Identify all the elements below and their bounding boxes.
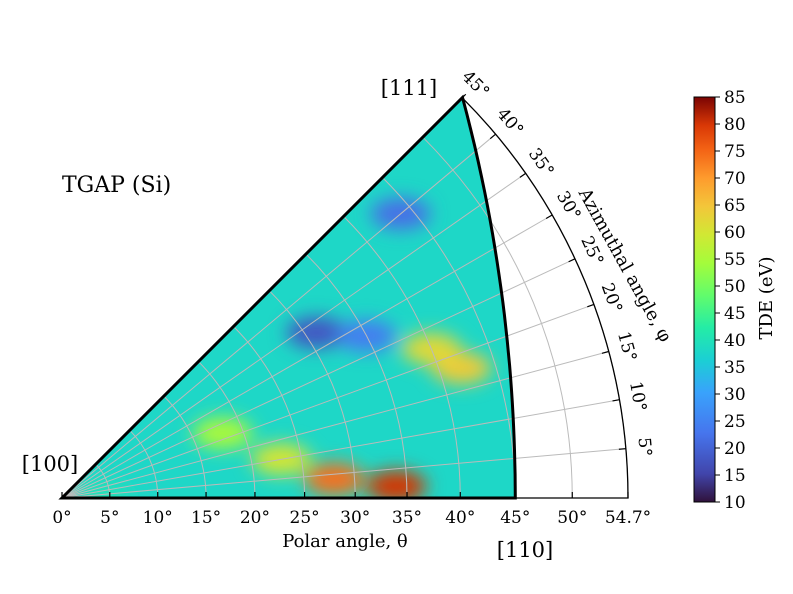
theta-gridline [422, 136, 573, 499]
phi-tick [612, 399, 620, 402]
heatmap-hotspot [286, 316, 347, 349]
colorbar-tick-label: 50 [724, 277, 746, 297]
phi-tick [489, 133, 496, 140]
chart-title: TGAP (Si) [62, 173, 171, 198]
colorbar-ticks: 10 15 20 25 30 35 40 45 50 55 60 65 70 75 80 85 [715, 88, 746, 513]
phi-tick-label: 40° [492, 104, 527, 140]
phi-tick [618, 448, 626, 450]
direction-label-110: [110] [497, 538, 553, 562]
edge-tick [305, 250, 310, 255]
colorbar-tick-label: 75 [724, 142, 746, 162]
phi-tick-label: 35° [524, 145, 558, 181]
theta-gridline [343, 216, 461, 499]
colorbar-tick-label: 85 [724, 88, 746, 108]
phi-gridline [61, 133, 496, 499]
theta-tick-label: 40° [445, 508, 475, 528]
phi-tick-label: 5° [633, 437, 655, 458]
colorbar-tick-label: 70 [724, 169, 746, 189]
edge-tick [233, 322, 238, 327]
phi-tick-label: 10° [625, 380, 650, 413]
phi-gridline [61, 351, 609, 499]
theta-tick-labels: 0° 5° 10° 15° 20° 25° 30° 35° 40° 45° 50° 54.7° [52, 508, 651, 528]
edge-tick [268, 286, 274, 292]
direction-label-100: [100] [22, 452, 78, 476]
direction-label-111: [111] [381, 76, 437, 100]
colorbar-label: TDE (eV) [756, 257, 777, 340]
theta-tick-label: 35° [392, 508, 422, 528]
heatmap-hotspot [304, 463, 365, 495]
theta-tick-label: 0° [52, 508, 71, 528]
theta-tick-label: 45° [500, 508, 530, 528]
theta-tick-label: 25° [290, 508, 320, 528]
phi-gridline [61, 448, 626, 499]
colorbar-gradient [693, 96, 716, 503]
theta-tick-label: 30° [340, 508, 370, 528]
colorbar-tick-label: 15 [724, 466, 746, 486]
theta-gridline [268, 290, 356, 499]
heatmap-background [62, 97, 516, 498]
colorbar-tick-label: 80 [724, 115, 746, 135]
phi-tick [519, 172, 526, 178]
sector-outline [58, 94, 629, 500]
phi-gridline [61, 399, 620, 499]
phi-gridline [61, 258, 576, 499]
heatmap-hotspot [366, 470, 427, 498]
sector-frame [60, 96, 629, 499]
theta-tick-label: 15° [191, 508, 221, 528]
edge-tick [461, 93, 467, 99]
edge-tick [382, 173, 387, 178]
theta-tick-label: 54.7° [605, 508, 651, 528]
colorbar-tick-label: 65 [724, 196, 746, 216]
theta-gridline [305, 253, 408, 499]
theta-tick-label: 10° [143, 508, 173, 528]
phi-tick-label: 20° [597, 281, 626, 316]
axis-ticks [61, 93, 629, 499]
phi-gridline [61, 214, 553, 499]
phi-tick [545, 214, 553, 220]
colorbar-tick-label: 45 [724, 304, 746, 324]
edge-tick [422, 133, 427, 138]
theta-gridline [233, 326, 306, 499]
theta-gridline [198, 361, 256, 499]
edge-tick [198, 357, 203, 362]
colorbar-tick-label: 10 [724, 493, 746, 513]
theta-tick-label: 20° [240, 508, 270, 528]
phi-tick [601, 350, 609, 354]
phi-tick [587, 303, 595, 308]
phi-tick [568, 258, 576, 263]
edge-tick [95, 460, 100, 465]
x-axis-label: Polar angle, θ [282, 531, 408, 552]
edge-tick [129, 426, 134, 431]
heatmap-hotspot [192, 417, 253, 450]
edge-tick [163, 392, 168, 397]
theta-tick-label: 5° [100, 508, 119, 528]
edge-tick [61, 494, 66, 499]
phi-gridline [61, 303, 595, 499]
colorbar-tick-label: 60 [724, 223, 746, 243]
phi-gridline [61, 172, 526, 499]
theta-tick-label: 50° [557, 508, 587, 528]
theta-gridline [382, 177, 516, 499]
colorbar-tick-label: 40 [724, 331, 746, 351]
stereographic-triangle [58, 94, 517, 500]
colorbar: 10 15 20 25 30 35 40 45 50 55 60 65 70 75 80 85 TDE (eV… [693, 88, 777, 513]
colorbar-tick-label: 35 [724, 358, 746, 378]
colorbar-tick-label: 25 [724, 412, 746, 432]
colorbar-tick-label: 55 [724, 250, 746, 270]
phi-tick-label: 15° [613, 330, 640, 364]
edge-tick [343, 212, 348, 217]
phi-tick [456, 97, 463, 104]
colorbar-tick-label: 30 [724, 385, 746, 405]
theta-gridline [129, 429, 159, 499]
colorbar-tick-label: 20 [724, 439, 746, 459]
